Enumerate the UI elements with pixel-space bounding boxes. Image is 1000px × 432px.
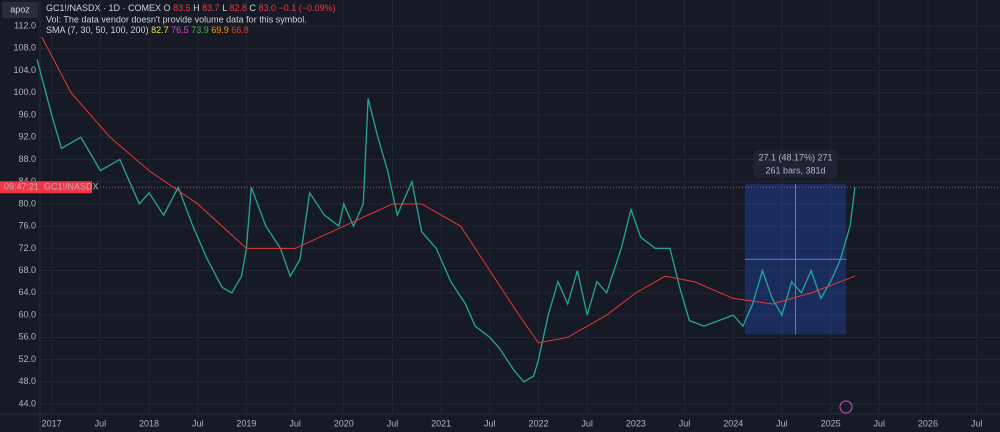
last-price-symbol: GC1!/NASDX xyxy=(44,182,99,192)
sma-value: 76.5 xyxy=(171,25,189,35)
sma-label: SMA (7, 30, 50, 100, 200) xyxy=(46,25,149,35)
measure-label-box xyxy=(753,149,838,178)
series-line xyxy=(36,59,856,383)
x-tick-label: Jul xyxy=(581,418,593,428)
ohlc-label: C xyxy=(249,3,256,13)
sma-line: SMA (7, 30, 50, 100, 200) 82.7 76.5 73.9… xyxy=(46,25,249,35)
last-price-time: 09:47:21 xyxy=(4,182,39,192)
x-tick-label: Jul xyxy=(776,418,788,428)
x-tick-label: Jul xyxy=(484,418,496,428)
x-tick-label: Jul xyxy=(95,418,107,428)
sma-value: 82.7 xyxy=(151,25,169,35)
ohlc-label: L xyxy=(222,3,227,13)
y-tick-label: 112.0 xyxy=(14,20,36,30)
sma-value: 66.8 xyxy=(231,25,249,35)
y-tick-label: 104.0 xyxy=(13,65,36,75)
y-tick-label: 92.0 xyxy=(18,132,36,142)
x-tick-label: Jul xyxy=(874,418,886,428)
vol-note: Vol: The data vendor doesn't provide vol… xyxy=(46,14,307,24)
y-tick-label: 64.0 xyxy=(18,287,36,297)
user-name: apoz xyxy=(10,4,30,14)
x-tick-label: Jul xyxy=(971,418,983,428)
y-tick-label: 68.0 xyxy=(18,265,36,275)
y-tick-label: 72.0 xyxy=(18,243,36,253)
x-tick-label: 2021 xyxy=(431,418,451,428)
x-tick-label: 2018 xyxy=(139,418,159,428)
x-tick-label: 2020 xyxy=(334,418,354,428)
ohlc-value: 83.5 xyxy=(173,3,191,13)
ohlc-label: H xyxy=(193,3,200,13)
y-tick-label: 52.0 xyxy=(18,354,36,364)
event-icon[interactable] xyxy=(839,400,853,414)
y-tick-label: 96.0 xyxy=(18,109,36,119)
x-tick-label: 2026 xyxy=(918,418,938,428)
ohlc-label: O xyxy=(164,3,171,13)
y-tick-label: 48.0 xyxy=(18,376,36,386)
y-tick-label: 80.0 xyxy=(18,198,36,208)
x-tick-label: Jul xyxy=(387,418,399,428)
plot xyxy=(36,36,1000,383)
symbol: GC1!/NASDX · 1D · COMEX xyxy=(46,3,161,13)
y-tick-label: 88.0 xyxy=(18,154,36,164)
x-tick-label: 2017 xyxy=(42,418,62,428)
sma-value: 69.9 xyxy=(211,25,229,35)
series-line xyxy=(41,36,856,344)
ohlc-value: 83.0 xyxy=(258,3,276,13)
x-tick-label: 2019 xyxy=(236,418,256,428)
x-tick-label: Jul xyxy=(192,418,204,428)
x-tick-label: Jul xyxy=(289,418,301,428)
x-tick-label: Jul xyxy=(679,418,691,428)
measure-label: 27.1 (48.17%) 271 xyxy=(759,152,833,162)
change: −0.1 (−0.09%) xyxy=(278,3,335,13)
symbol-line: GC1!/NASDX · 1D · COMEX O 83.5 H 83.7 L … xyxy=(46,3,336,13)
sma-value: 73.9 xyxy=(191,25,209,35)
y-tick-label: 100.0 xyxy=(13,87,36,97)
last-price-badge xyxy=(0,181,92,194)
y-tick-label: 60.0 xyxy=(18,309,36,319)
x-tick-label: 2022 xyxy=(528,418,548,428)
ohlc-value: 82.8 xyxy=(229,3,247,13)
x-tick-label: 2023 xyxy=(626,418,646,428)
y-tick-label: 108.0 xyxy=(13,43,36,53)
y-tick-label: 84.0 xyxy=(18,176,36,186)
x-tick-label: 2025 xyxy=(821,418,841,428)
user-badge[interactable] xyxy=(2,2,38,18)
y-tick-label: 56.0 xyxy=(18,332,36,342)
y-tick-label: 44.0 xyxy=(18,398,36,408)
y-tick-label: 76.0 xyxy=(18,221,36,231)
grid xyxy=(40,0,1000,414)
ohlc-value: 83.7 xyxy=(202,3,220,13)
measure-label: 261 bars, 381d xyxy=(766,165,826,175)
x-tick-label: 2024 xyxy=(723,418,743,428)
